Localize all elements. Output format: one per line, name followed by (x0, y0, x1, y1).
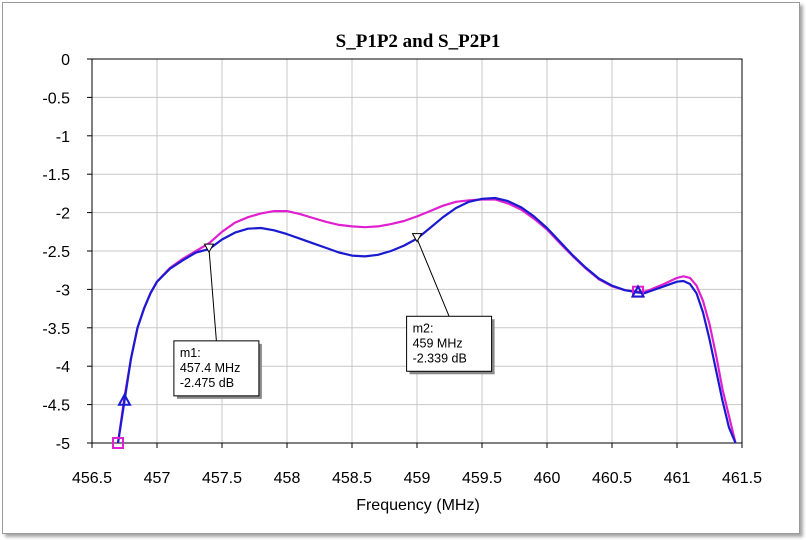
y-tick-label: -0.5 (42, 90, 70, 107)
y-axis: 0 -0.5 -1 -1.5 -2 -2.5 -3 -3.5 -4 -4.5 -5 (42, 52, 92, 453)
y-tick-label: -3.5 (42, 321, 70, 338)
x-tick-label: 457.5 (202, 470, 242, 487)
x-tick-label: 460.5 (592, 470, 632, 487)
x-axis-label: Frequency (MHz) (356, 497, 480, 514)
x-tick-label: 456.5 (72, 470, 112, 487)
marker-label-m2: 459 MHz (413, 336, 463, 350)
series-end-marker-s-p1p2 (112, 437, 124, 449)
marker-leader-m2 (416, 238, 450, 317)
series-layer (112, 196, 737, 449)
chart-frame (2, 2, 800, 534)
marker-point-m1 (203, 243, 215, 254)
x-tick-label: 457 (144, 470, 171, 487)
x-tick-label: 459 (404, 470, 431, 487)
marker-label-m2: m2: (413, 321, 434, 335)
series-line-s-p1p2 (116, 198, 737, 444)
markers-layer: m1:457.4 MHz-2.475 dB m2:459 MHz-2.339 dB (173, 233, 495, 399)
x-tick-label: 461 (664, 470, 691, 487)
marker-label-m2: -2.339 dB (413, 351, 467, 365)
marker-label-m1: 457.4 MHz (180, 361, 240, 375)
x-tick-label: 458.5 (332, 470, 372, 487)
x-tick-label: 458 (274, 470, 301, 487)
y-tick-label: -2.5 (42, 244, 70, 261)
y-tick-label: -4.5 (42, 398, 70, 415)
series-end-marker-s-p2p1 (630, 284, 646, 298)
marker-label-m1: m1: (180, 346, 201, 360)
y-tick-label: -2 (56, 206, 70, 223)
marker-point-m2 (411, 233, 423, 243)
marker-box-m1 (173, 340, 260, 397)
marker-label-m1: -2.475 dB (180, 376, 234, 390)
y-tick-label: -3 (56, 282, 70, 299)
x-tick-label: 461.5 (722, 470, 762, 487)
chart-title: S_P1P2 and S_P2P1 (336, 31, 501, 52)
x-axis: 456.5 457 457.5 458 458.5 459 459.5 460 460.5 461… (72, 443, 762, 487)
marker-box-m2 (406, 315, 493, 372)
y-tick-label: -1 (56, 129, 70, 146)
y-tick-label: -1.5 (42, 167, 70, 184)
series-end-marker-s-p2p1 (117, 392, 132, 406)
y-tick-label: -5 (56, 436, 70, 453)
x-tick-label: 459.5 (462, 470, 502, 487)
y-tick-label: 0 (61, 52, 70, 69)
series-line-s-p2p1 (116, 196, 737, 444)
marker-leader-m1 (208, 249, 217, 341)
x-tick-label: 460 (534, 470, 561, 487)
y-tick-label: -4 (56, 359, 70, 376)
